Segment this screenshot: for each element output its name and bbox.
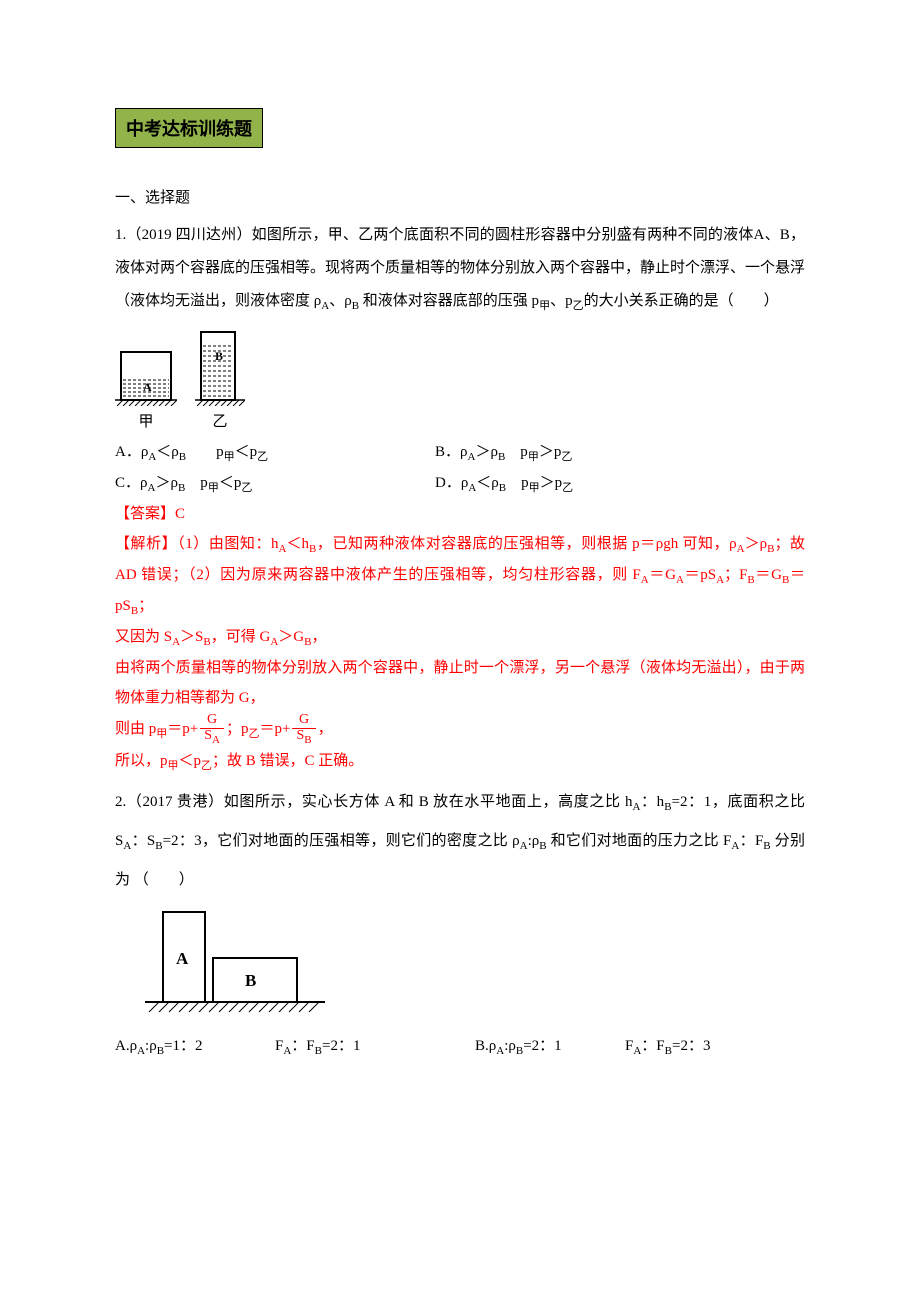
q2-stem: 2.（2017 贵港）如图所示，实心长方体 A 和 B 放在水平地面上，高度之比…: [115, 783, 805, 900]
fraction-2: GSB: [292, 713, 315, 746]
svg-text:A: A: [176, 949, 189, 968]
q2-optB-right: FA：FB=2：3: [625, 1027, 805, 1066]
svg-text:B: B: [245, 971, 256, 990]
text: 则由 p甲＝p+: [115, 721, 198, 737]
q1-figure: A 甲: [115, 328, 805, 431]
svg-text:B: B: [215, 349, 223, 363]
q1-fig-left: A 甲: [115, 344, 177, 431]
text: 1.（2019 四川达州）如图所示，甲、乙两个底面积不同的圆柱形容器中分别盛有两…: [115, 227, 805, 309]
svg-text:A: A: [143, 380, 152, 394]
q2-optA-left: A.ρA:ρB=1：2: [115, 1027, 275, 1066]
q2-figure: A B: [145, 906, 805, 1021]
fig-label-jia: 甲: [138, 410, 153, 431]
container-yi-icon: B: [195, 328, 245, 406]
q1-explanation-1: 【解析】（1）由图知：hA＜hB，已知两种液体对容器底的压强相等，则根据 p＝ρ…: [115, 529, 805, 622]
q1-optB: B．ρA＞ρB p甲＞p乙: [435, 437, 805, 468]
q1-stem: 1.（2019 四川达州）如图所示，甲、乙两个底面积不同的圆柱形容器中分别盛有两…: [115, 219, 805, 318]
q1-answer: 【答案】C: [115, 499, 805, 529]
q1-explanation-4: 则由 p甲＝p+GSA；p乙＝p+GSB，: [115, 713, 805, 746]
title-badge: 中考达标训练题: [115, 108, 263, 148]
fig-label-yi: 乙: [212, 410, 227, 431]
q1-optC: C．ρA＞ρB p甲＜p乙: [115, 468, 435, 499]
q1-optD: D．ρA＜ρB p甲＞p乙: [435, 468, 805, 499]
q1-options-row1: A．ρA＜ρB p甲＜p乙 B．ρA＞ρB p甲＞p乙: [115, 437, 805, 468]
container-jia-icon: A: [115, 344, 177, 406]
text: ，: [318, 721, 333, 737]
q1-options-row2: C．ρA＞ρB p甲＜p乙 D．ρA＜ρB p甲＞p乙: [115, 468, 805, 499]
section-heading: 一、选择题: [115, 186, 805, 207]
fraction-1: GSA: [200, 713, 224, 746]
q2-optB-left: B.ρA:ρB=2：1: [475, 1027, 625, 1066]
q1-explanation-2: 又因为 SA＞SB，可得 GA＞GB，: [115, 622, 805, 653]
q1-explanation-5: 所以，p甲＜p乙；故 B 错误，C 正确。: [115, 746, 805, 777]
q1-explanation-3: 由将两个质量相等的物体分别放入两个容器中，静止时一个漂浮，另一个悬浮（液体均无溢…: [115, 653, 805, 713]
q1-fig-right: B 乙: [195, 328, 245, 431]
text: ；p乙＝p+: [226, 721, 290, 737]
q1-optA: A．ρA＜ρB p甲＜p乙: [115, 437, 435, 468]
document-page: 中考达标训练题 一、选择题 1.（2019 四川达州）如图所示，甲、乙两个底面积…: [0, 0, 920, 1302]
q2-options-row1: A.ρA:ρB=1：2 FA：FB=2：1 B.ρA:ρB=2：1 FA：FB=…: [115, 1027, 805, 1066]
blocks-on-ground-icon: A B: [145, 906, 325, 1016]
q2-optA-right: FA：FB=2：1: [275, 1027, 475, 1066]
